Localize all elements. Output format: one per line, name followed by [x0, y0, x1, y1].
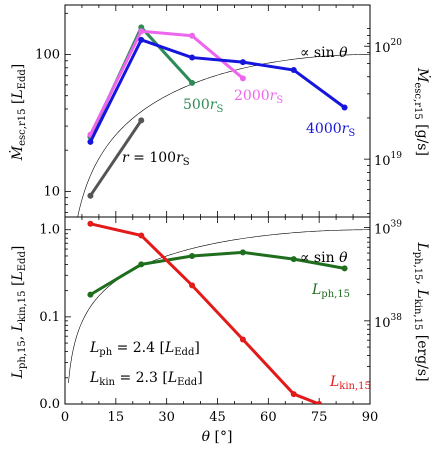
- top-right-ylabel: Ṁesc,r15 [g/s]: [412, 67, 432, 156]
- label-2000rs: 2000rS: [234, 88, 283, 106]
- top-ytick-right-label: 1020: [374, 38, 402, 56]
- bottom-series-point-0: [341, 265, 348, 272]
- bottom-panel-ticks: 0.0 0.1 1.0 1038 1039 0 15 30 45 60 75 90: [39, 217, 402, 425]
- bottom-series-point-0: [189, 252, 196, 259]
- label-500rs: 500rS: [183, 97, 223, 115]
- annotation-lkin: Lkin = 2.3 [LEdd]: [89, 370, 203, 388]
- top-series-point-2: [138, 28, 145, 35]
- bottom-series-layer: [87, 220, 348, 404]
- bottom-series-point-1: [239, 336, 246, 343]
- top-series-point-3: [290, 67, 297, 74]
- label-100rs: r = 100rS: [122, 150, 190, 168]
- bottom-sin-label: ∝ sin θ: [300, 250, 348, 266]
- xtick-label: 75: [311, 410, 328, 425]
- bottom-ytick-label: 0.0: [39, 397, 60, 412]
- label-lkin15: Lkin,15: [329, 374, 371, 392]
- bottom-series-point-1: [138, 232, 145, 239]
- bottom-ytick-right-label: 1039: [374, 220, 402, 238]
- bottom-series-point-0: [138, 261, 145, 268]
- xtick-label: 0: [61, 410, 69, 425]
- top-series-point-3: [239, 59, 246, 66]
- xtick-label: 90: [362, 410, 379, 425]
- bottom-series-point-1: [189, 282, 196, 289]
- bottom-ytick-label: 0.1: [39, 310, 60, 325]
- label-4000rs: 4000rS: [306, 121, 355, 139]
- annotation-lph: Lph = 2.4 [LEdd]: [89, 340, 200, 358]
- top-series-point-2: [239, 75, 246, 82]
- bottom-series-point-0: [290, 256, 297, 263]
- top-ytick-label: 100: [35, 48, 60, 63]
- top-series-line-0: [88, 118, 143, 198]
- top-series-point-3: [189, 54, 196, 61]
- top-sin-label: ∝ sin θ: [300, 45, 348, 61]
- top-series-point-3: [341, 104, 348, 111]
- x-axis-label: θ [°]: [202, 429, 233, 445]
- top-ytick-label: 10: [43, 184, 60, 199]
- top-series-line-2: [88, 29, 245, 137]
- top-left-ylabel: Ṁesc,r15 [LEdd]: [8, 64, 28, 161]
- bottom-series-point-1: [87, 220, 94, 227]
- xtick-label: 15: [108, 410, 125, 425]
- bottom-ytick-right-label: 1038: [374, 313, 402, 331]
- bottom-series-point-0: [239, 249, 246, 256]
- label-lph15: Lph,15: [311, 282, 350, 300]
- top-series-layer: [87, 24, 348, 199]
- bottom-series-point-0: [87, 291, 94, 298]
- top-series-point-2: [189, 32, 196, 39]
- xtick-label: 60: [260, 410, 277, 425]
- bottom-ytick-label: 1.0: [39, 223, 60, 238]
- top-series-point-3: [138, 36, 145, 43]
- bottom-series-line-1: [88, 222, 321, 404]
- top-ytick-right-label: 1019: [374, 151, 402, 169]
- bottom-series-point-1: [316, 401, 323, 404]
- bottom-right-ylabel: Lph,15, Lkin,15 [erg/s]: [412, 241, 430, 381]
- top-series-point-0: [138, 117, 145, 124]
- top-series-point-0: [87, 192, 94, 199]
- xtick-label: 45: [209, 410, 226, 425]
- bottom-series-point-1: [290, 391, 297, 398]
- top-series-point-3: [87, 138, 94, 145]
- top-series-line-3: [88, 38, 347, 144]
- bottom-series-line-0: [88, 250, 347, 297]
- top-panel-ticks: 10 100 1019 1020: [35, 5, 402, 217]
- xtick-label: 30: [158, 410, 175, 425]
- bottom-left-ylabel: Lph,15, Lkin,15 [LEdd]: [10, 246, 28, 380]
- top-series-point-1: [189, 79, 196, 86]
- top-sin-reference-curve: [77, 54, 370, 217]
